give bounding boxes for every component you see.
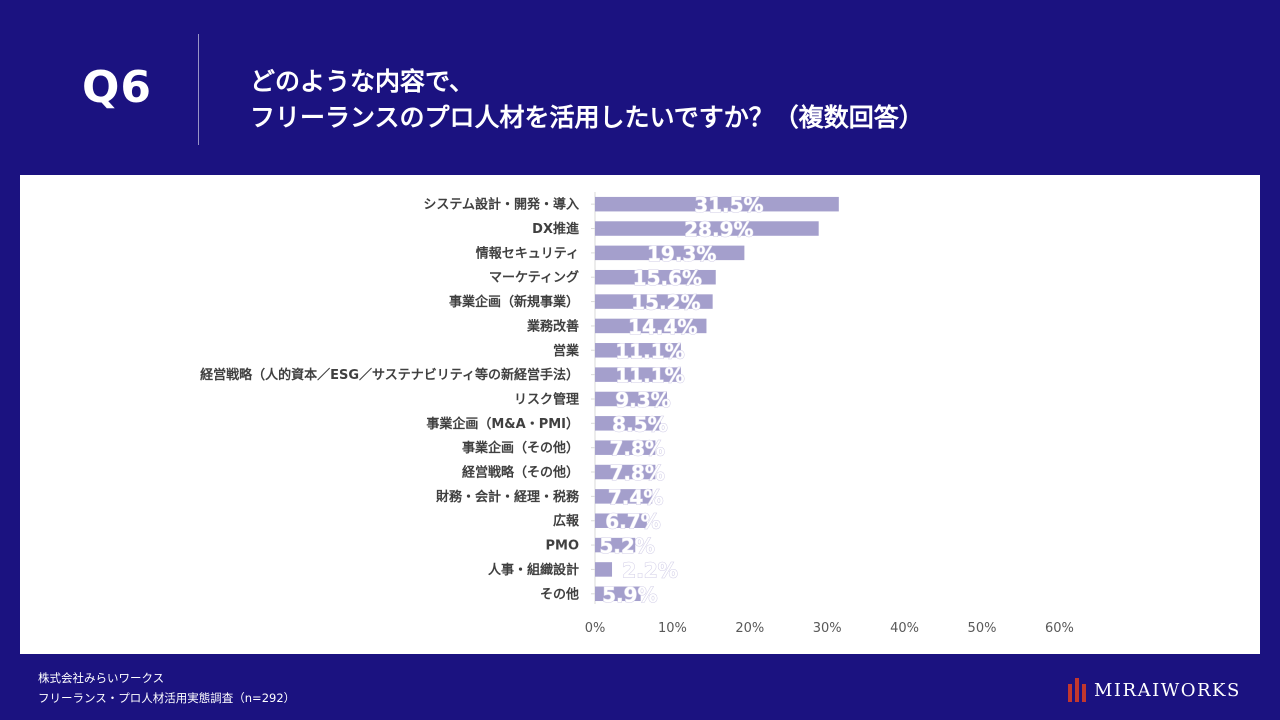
- bar-chart: システム設計・開発・導入 31.5% DX推進 28.9% 情報セキュリティ 19.3% マ…: [200, 192, 1074, 636]
- category-label: 情報セキュリティ: [476, 245, 579, 261]
- data-label: 5.2%: [599, 534, 654, 558]
- bar: [595, 586, 641, 602]
- category-label: 経営戦略（人的資本／ESG／サステナビリティ等の新経営手法）: [200, 367, 579, 383]
- bar: [595, 391, 667, 407]
- title-line-1: どのような内容で、: [250, 67, 475, 96]
- x-tick-label: 30%: [813, 621, 842, 636]
- category-label: 事業企画（新規事業）: [449, 294, 579, 310]
- data-label: 11.1%: [615, 364, 684, 388]
- bar: [595, 562, 613, 577]
- bar: [595, 489, 653, 504]
- x-tick-label: 20%: [735, 621, 764, 636]
- data-label: 11.1%: [615, 339, 684, 363]
- data-label: 8.5%: [612, 412, 667, 436]
- chart-panel: システム設計・開発・導入 31.5% DX推進 28.9% 情報セキュリティ 19.3% マ…: [20, 175, 1260, 654]
- page-title: どのような内容で、 フリーランスのプロ人材を活用したいですか？（複数回答）: [250, 64, 1250, 136]
- data-label: 7.8%: [609, 461, 664, 485]
- category-label: 人事・組織設計: [488, 562, 579, 578]
- bar: [595, 440, 656, 455]
- footer-source: フリーランス・プロ人材活用実態調査（n=292）: [38, 691, 296, 705]
- data-label: 5.9%: [602, 583, 657, 607]
- bar: [595, 294, 713, 309]
- category-label: リスク管理: [514, 391, 579, 407]
- category-label: 経営戦略（その他）: [462, 465, 579, 481]
- bar: [595, 269, 716, 285]
- data-label: 15.2%: [631, 291, 700, 315]
- question-number: Q6: [82, 62, 153, 113]
- category-label: 広報: [553, 513, 580, 529]
- logo-text: MIRAIWORKS: [1094, 679, 1241, 701]
- header-divider: [198, 34, 199, 145]
- footer: 株式会社みらいワークス フリーランス・プロ人材活用実態調査（n=292）: [38, 668, 295, 708]
- title-line-2: フリーランスのプロ人材を活用したいですか？（複数回答）: [250, 103, 924, 132]
- category-label: 財務・会計・経理・税務: [435, 489, 580, 505]
- category-label: システム設計・開発・導入: [423, 197, 579, 213]
- x-tick-label: 10%: [658, 621, 687, 636]
- x-tick-label: 40%: [890, 621, 919, 636]
- x-tick-label: 50%: [968, 621, 997, 636]
- x-tick-label: 0%: [585, 621, 606, 636]
- data-label: 7.8%: [609, 437, 664, 461]
- bar: [595, 343, 681, 358]
- data-label: 19.3%: [647, 242, 716, 266]
- data-label: 2.2%: [622, 558, 677, 582]
- logo-mark-icon: [1068, 678, 1086, 702]
- bar: [595, 537, 636, 553]
- data-label: 15.6%: [633, 266, 702, 290]
- category-label: マーケティング: [489, 270, 579, 286]
- data-label: 31.5%: [694, 193, 763, 217]
- bar: [595, 464, 656, 480]
- bar: [595, 245, 745, 261]
- category-label: 営業: [553, 343, 580, 359]
- data-label: 7.4%: [608, 485, 663, 509]
- data-label: 9.3%: [615, 388, 670, 412]
- category-label: その他: [540, 586, 579, 602]
- category-label: 事業企画（M&A・PMI）: [426, 416, 579, 432]
- bar: [595, 367, 681, 382]
- category-label: 業務改善: [526, 318, 579, 334]
- data-label: 28.9%: [684, 218, 753, 242]
- bar: [595, 196, 839, 212]
- company-logo: MIRAIWORKS: [1068, 674, 1241, 706]
- category-label: 事業企画（その他）: [462, 440, 579, 456]
- data-label: 6.7%: [605, 510, 660, 534]
- footer-company: 株式会社みらいワークス: [38, 671, 165, 685]
- bar: [595, 221, 819, 236]
- x-tick-label: 60%: [1045, 621, 1074, 636]
- bar: [595, 513, 647, 528]
- data-label: 14.4%: [628, 315, 697, 339]
- category-label: DX推進: [532, 221, 579, 237]
- bar: [595, 416, 661, 431]
- category-label: PMO: [545, 539, 579, 554]
- bar: [595, 318, 707, 334]
